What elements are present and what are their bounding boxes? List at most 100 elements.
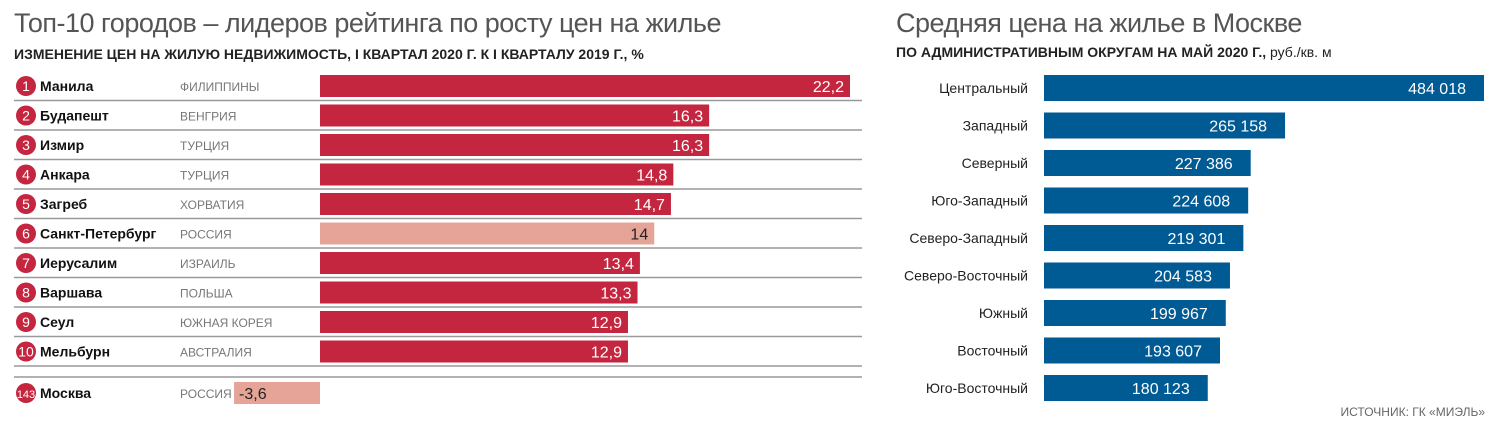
- rank-number: 6: [22, 226, 30, 242]
- category-label: Восточный: [957, 343, 1028, 359]
- bar: [1044, 337, 1220, 364]
- city-label: Загреб: [40, 196, 88, 212]
- left-chart-subtitle: ИЗМЕНЕНИЕ ЦЕН НА ЖИЛУЮ НЕДВИЖИМОСТЬ, I К…: [14, 46, 644, 62]
- city-label: Будапешт: [40, 108, 109, 124]
- category-label: Юго-Восточный: [926, 380, 1028, 396]
- city-label: Мельбурн: [40, 344, 110, 360]
- city-label: Варшава: [40, 285, 102, 301]
- value-label: 193 607: [1144, 344, 1202, 361]
- city-label: Манила: [40, 78, 94, 94]
- bar: [1044, 225, 1244, 251]
- category-label: Северный: [962, 155, 1028, 171]
- category-label: Юго-Западный: [931, 193, 1028, 209]
- rank-badge: [16, 105, 36, 126]
- right-chart-title: Средняя цена на жилье в Москве: [896, 8, 1302, 38]
- rank-number: 3: [22, 137, 30, 153]
- bar: [320, 75, 850, 97]
- bar: [1044, 262, 1230, 289]
- rank-badge: [16, 253, 36, 273]
- city-label: Иерусалим: [40, 255, 117, 271]
- value-label: 227 386: [1175, 156, 1233, 173]
- value-label: 12,9: [591, 345, 622, 362]
- value-label: 199 967: [1150, 306, 1208, 323]
- source-note: ИСТОЧНИК: ГК «МИЭЛЬ»: [1340, 405, 1485, 419]
- bar: [234, 382, 320, 404]
- value-label: 16,3: [672, 109, 703, 126]
- category-label: Центральный: [939, 80, 1028, 96]
- bar: [320, 222, 655, 245]
- value-label: 14,8: [636, 168, 667, 185]
- value-label: 13,3: [600, 286, 631, 303]
- rank-badge: [16, 312, 36, 332]
- rank-badge: [16, 164, 36, 185]
- city-label: Санкт-Петербург: [40, 226, 157, 242]
- unit-label: руб./кв. м: [1270, 44, 1332, 60]
- city-label: Анкара: [40, 167, 90, 183]
- rank-number: 5: [22, 196, 30, 212]
- rank-number: 1: [22, 78, 30, 94]
- rank-number: 7: [22, 255, 30, 271]
- value-label: 22,2: [813, 79, 844, 96]
- rank-number: 143: [17, 389, 35, 401]
- country-label: ХОРВАТИЯ: [180, 198, 244, 212]
- rank-badge: [16, 135, 36, 155]
- value-label: 14: [630, 227, 648, 244]
- value-label: 13,4: [603, 256, 634, 273]
- rank-badge: [16, 194, 36, 214]
- city-label: Сеул: [40, 314, 74, 330]
- value-label: 219 301: [1168, 231, 1226, 248]
- value-label: 16,3: [672, 138, 703, 155]
- rank-badge: [16, 341, 36, 362]
- value-label: 484 018: [1408, 81, 1466, 98]
- country-label: АВСТРАЛИЯ: [180, 346, 252, 360]
- left-chart-title: Топ-10 городов – лидеров рейтинга по рос…: [14, 8, 721, 38]
- city-label: Москва: [40, 385, 91, 401]
- bar: [1044, 187, 1249, 214]
- country-label: РОССИЯ: [180, 228, 232, 242]
- category-label: Западный: [963, 118, 1028, 134]
- value-label: 180 123: [1132, 381, 1190, 398]
- value-label: -3,6: [239, 386, 267, 403]
- value-label: 265 158: [1209, 119, 1267, 136]
- rank-badge: [16, 223, 36, 244]
- bar: [320, 340, 628, 363]
- rank-number: 8: [22, 285, 30, 301]
- country-label: ФИЛИППИНЫ: [180, 80, 259, 94]
- subtitle-text: ПО АДМИНИСТРАТИВНЫМ ОКРУГАМ НА МАЙ 2020 …: [896, 44, 1267, 60]
- country-label: ВЕНГРИЯ: [180, 110, 236, 124]
- category-label: Южный: [979, 305, 1028, 321]
- rank-number: 9: [22, 314, 30, 330]
- bar: [320, 163, 674, 186]
- rank-badge: [16, 76, 36, 96]
- bar: [1044, 112, 1286, 139]
- bar: [320, 104, 710, 127]
- rank-number: 2: [22, 108, 30, 124]
- rank-number: 10: [18, 344, 34, 360]
- value-label: 224 608: [1172, 194, 1230, 211]
- category-label: Северо-Восточный: [904, 268, 1028, 284]
- bar: [1044, 150, 1251, 176]
- bar: [320, 281, 638, 304]
- country-label: ТУРЦИЯ: [180, 169, 229, 183]
- bar: [1044, 300, 1226, 326]
- bar: [1044, 375, 1208, 401]
- country-label: ЮЖНАЯ КОРЕЯ: [180, 316, 272, 330]
- value-label: 204 583: [1154, 269, 1212, 286]
- value-label: 14,7: [634, 197, 665, 214]
- bar: [320, 252, 640, 274]
- value-label: 12,9: [591, 315, 622, 332]
- rank-number: 4: [22, 167, 30, 183]
- country-label: ТУРЦИЯ: [180, 139, 229, 153]
- category-label: Северо-Западный: [909, 230, 1028, 246]
- rank-badge: [16, 282, 36, 303]
- bar: [1044, 75, 1484, 101]
- bar: [320, 193, 671, 215]
- right-chart-subtitle: ПО АДМИНИСТРАТИВНЫМ ОКРУГАМ НА МАЙ 2020 …: [896, 44, 1332, 60]
- rank-badge: [16, 383, 36, 403]
- bar: [320, 134, 710, 156]
- country-label: ПОЛЬША: [180, 287, 233, 301]
- bar: [320, 311, 628, 333]
- city-label: Измир: [40, 137, 84, 153]
- country-label: РОССИЯ: [180, 387, 232, 401]
